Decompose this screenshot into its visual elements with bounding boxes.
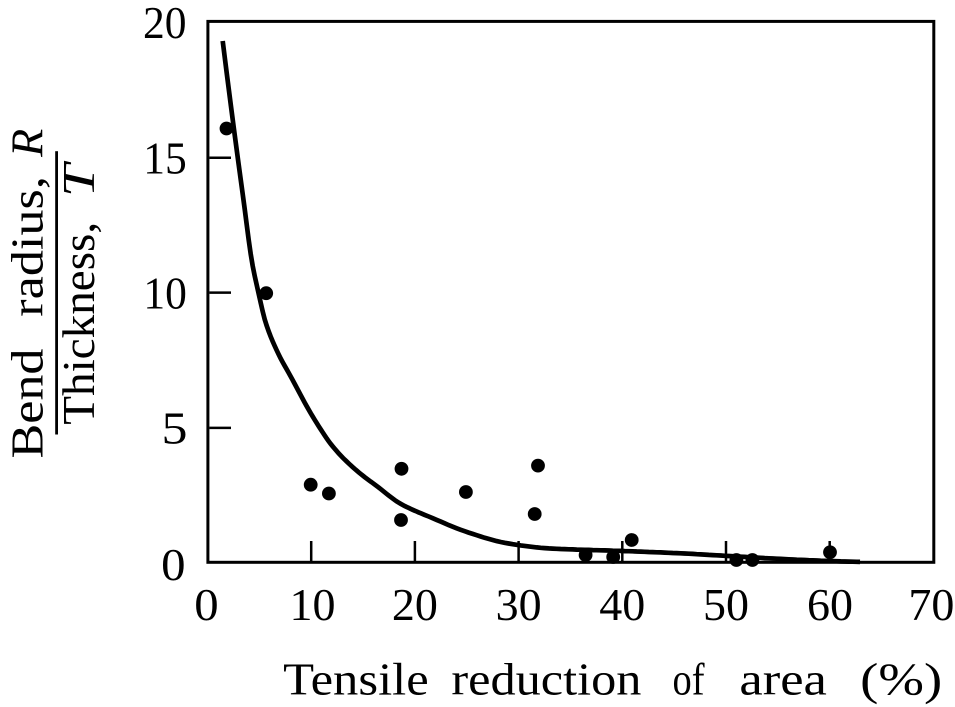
svg-text:reduction: reduction — [451, 654, 641, 705]
svg-text:of: of — [673, 654, 706, 705]
svg-text:40: 40 — [599, 579, 645, 630]
svg-text:R: R — [2, 129, 53, 158]
svg-text:15: 15 — [143, 132, 187, 183]
svg-text:20: 20 — [143, 0, 187, 48]
svg-text:20: 20 — [392, 579, 438, 630]
svg-text:10: 10 — [143, 268, 187, 319]
svg-text:Bend: Bend — [2, 349, 53, 459]
svg-text:60: 60 — [807, 579, 853, 630]
svg-text:30: 30 — [496, 579, 542, 630]
svg-text:(%): (%) — [860, 654, 942, 705]
svg-text:10: 10 — [290, 579, 336, 630]
svg-text:T: T — [53, 160, 104, 197]
svg-text:area: area — [739, 654, 827, 705]
svg-text:5: 5 — [162, 403, 188, 454]
svg-text:0: 0 — [194, 579, 218, 630]
svg-text:70: 70 — [908, 579, 954, 630]
svg-text:Tensile: Tensile — [283, 654, 429, 705]
svg-text:50: 50 — [703, 579, 749, 630]
svg-text:0: 0 — [161, 539, 185, 590]
svg-text:radius,: radius, — [2, 176, 53, 317]
svg-text:Thickness,: Thickness, — [53, 222, 104, 425]
